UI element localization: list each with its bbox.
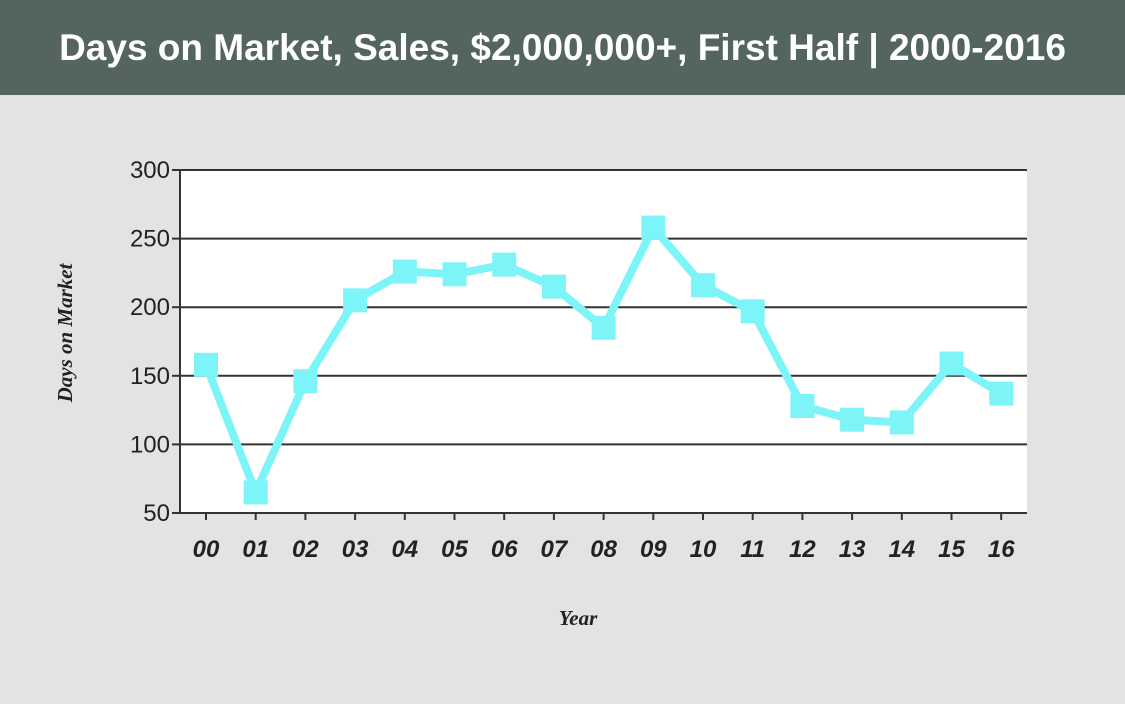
x-tick-label: 02 <box>292 536 319 563</box>
y-tick-label: 50 <box>143 500 170 527</box>
data-point <box>790 393 815 418</box>
data-point <box>243 480 268 505</box>
x-tick-label: 10 <box>690 536 717 563</box>
page-title: Days on Market, Sales, $2,000,000+, Firs… <box>59 26 1066 68</box>
data-point <box>989 381 1014 406</box>
data-point <box>343 288 368 313</box>
y-tick-label: 200 <box>130 294 170 321</box>
y-axis-title: Days on Market <box>53 262 77 403</box>
data-point <box>492 252 517 277</box>
data-point <box>591 315 616 340</box>
x-tick-label: 03 <box>342 536 369 563</box>
data-point <box>840 407 865 432</box>
y-tick-label: 300 <box>130 157 170 184</box>
y-tick-label: 250 <box>130 226 170 253</box>
data-point <box>740 299 765 324</box>
gridlines <box>172 169 1027 520</box>
plot-area <box>180 170 1027 513</box>
x-tick-label: 13 <box>839 536 866 563</box>
data-point <box>293 369 318 394</box>
x-tick-label: 15 <box>938 536 965 563</box>
x-tick-label: 07 <box>541 536 569 563</box>
data-point <box>889 410 914 435</box>
x-tick-label: 16 <box>988 536 1015 563</box>
title-bar: Days on Market, Sales, $2,000,000+, Firs… <box>0 0 1125 95</box>
series-group <box>194 215 1014 505</box>
x-axis-title: Year <box>559 606 598 630</box>
y-tick-label: 100 <box>130 431 170 458</box>
data-point <box>194 352 218 377</box>
data-point <box>541 274 566 299</box>
x-tick-label: 04 <box>391 536 418 563</box>
x-tick-label: 08 <box>590 536 617 563</box>
y-tick-labels: 50 100 150 200 250 300 <box>130 157 170 527</box>
x-tick-label: 01 <box>242 536 269 563</box>
x-tick-labels: 00 01 02 03 04 05 06 07 08 09 10 11 12 13 14 15 16 <box>193 536 1016 563</box>
data-point <box>691 273 715 298</box>
x-tick-label: 00 <box>193 536 220 563</box>
x-tick-label: 09 <box>640 536 667 563</box>
x-tick-label: 11 <box>740 536 765 563</box>
x-tick-label: 12 <box>789 536 816 563</box>
data-point <box>392 259 417 284</box>
data-point <box>442 262 467 287</box>
y-tick-label: 150 <box>130 363 170 390</box>
x-tick-label: 05 <box>441 536 468 563</box>
data-point <box>641 215 666 240</box>
data-point <box>939 351 964 376</box>
x-tick-label: 06 <box>491 536 518 563</box>
x-tick-label: 14 <box>888 536 915 563</box>
